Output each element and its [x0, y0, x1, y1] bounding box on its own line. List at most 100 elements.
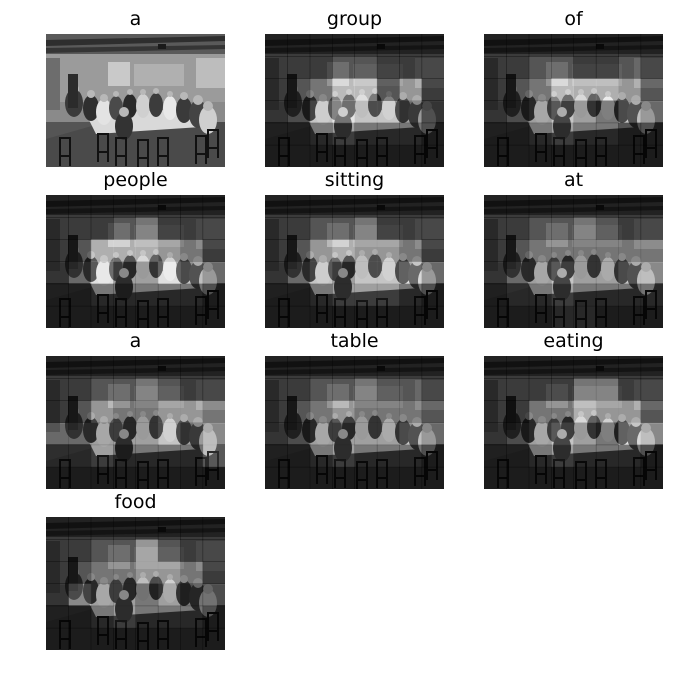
- person-head: [422, 423, 432, 433]
- attention-cell-highlight: [287, 261, 311, 285]
- attention-cell: [595, 305, 619, 328]
- attention-cell: [573, 378, 597, 401]
- person-body: [115, 112, 133, 140]
- attention-cell: [399, 78, 423, 101]
- attention-cell: [287, 56, 311, 79]
- attention-cell: [354, 217, 378, 240]
- attention-cell: [528, 378, 552, 401]
- attention-map-image: [484, 34, 663, 167]
- attention-cell-highlight: [90, 561, 114, 584]
- attention-cell: [551, 378, 574, 401]
- attention-cell-highlight: [528, 239, 552, 262]
- attention-cell: [421, 144, 444, 167]
- attention-cell-highlight: [332, 100, 355, 124]
- attention-cell: [421, 378, 444, 401]
- attention-cell-highlight: [332, 283, 355, 307]
- attention-cell-highlight: [180, 561, 204, 584]
- attention-cell: [618, 400, 642, 423]
- person-head: [641, 101, 651, 111]
- attention-cell-highlight: [528, 400, 552, 423]
- person-body: [601, 96, 615, 120]
- person-head: [193, 578, 203, 588]
- attention-cell: [265, 100, 288, 124]
- attention-cell: [46, 239, 69, 262]
- attention-cell: [618, 100, 642, 124]
- attention-cell: [618, 122, 642, 146]
- person-body: [395, 97, 411, 123]
- attention-cell: [90, 305, 114, 328]
- person-head: [332, 252, 338, 258]
- attention-cell: [113, 378, 136, 401]
- attention-cell: [157, 561, 181, 584]
- person-head: [180, 414, 188, 422]
- person-head: [412, 95, 422, 105]
- attention-cell: [113, 195, 136, 218]
- attention-cell: [551, 239, 574, 262]
- attention-cell: [421, 217, 444, 240]
- attention-cell: [157, 217, 181, 240]
- attention-cell: [551, 34, 574, 57]
- attention-map-image: [265, 356, 444, 489]
- attention-cell: [113, 583, 136, 607]
- attention-cell: [376, 217, 400, 240]
- attention-cell: [506, 378, 530, 401]
- attention-cell: [640, 283, 663, 307]
- attention-cell: [90, 422, 114, 446]
- attention-cell: [528, 239, 552, 262]
- attention-cell: [376, 466, 400, 489]
- ceiling-beam: [46, 36, 225, 46]
- attention-cell: [90, 356, 114, 379]
- attention-cell: [484, 466, 507, 489]
- person-body: [149, 415, 163, 439]
- attention-cell-highlight: [573, 78, 597, 101]
- person-body: [614, 97, 630, 123]
- attention-cell: [46, 195, 69, 218]
- chair: [575, 300, 587, 320]
- attention-cell-highlight: [573, 100, 597, 124]
- attention-cell-highlight: [551, 422, 574, 446]
- attention-cell: [484, 239, 507, 262]
- attention-cell: [265, 466, 288, 489]
- attention-cell: [180, 466, 204, 489]
- attention-cell: [551, 195, 574, 218]
- attention-cell: [202, 561, 225, 584]
- attention-cell-highlight: [528, 100, 552, 124]
- attention-cell: [528, 122, 552, 146]
- attention-cell: [68, 195, 92, 218]
- attention-cell-highlight: [90, 400, 114, 423]
- attention-cell-highlight: [595, 378, 619, 401]
- attention-cell: [640, 239, 663, 262]
- person-head: [203, 584, 213, 594]
- person-body: [83, 578, 99, 604]
- attention-cell-highlight: [640, 100, 663, 124]
- attention-cell-highlight: [354, 283, 378, 307]
- attention-cell: [287, 444, 311, 468]
- attention-cell: [595, 144, 619, 167]
- attention-cell: [265, 34, 288, 57]
- wall-panel: [353, 386, 403, 408]
- attention-cell: [354, 283, 378, 307]
- attention-cell-highlight: [113, 239, 136, 262]
- person-body: [614, 258, 630, 284]
- standing-person: [68, 557, 78, 591]
- attention-cell: [157, 400, 181, 423]
- attention-cell: [135, 517, 159, 540]
- attention-cell: [528, 195, 552, 218]
- attention-cell: [551, 100, 574, 124]
- person-head: [100, 94, 108, 102]
- attention-map-image: [46, 356, 225, 489]
- chair: [137, 139, 149, 159]
- window: [327, 223, 349, 247]
- attention-cell: [573, 239, 597, 262]
- attention-cell: [376, 144, 400, 167]
- attention-cell: [506, 305, 530, 328]
- attention-cell: [506, 195, 530, 218]
- panel-title: eating: [543, 330, 604, 352]
- person-head: [631, 417, 641, 427]
- attention-cell: [113, 561, 136, 584]
- attention-cell: [68, 605, 92, 629]
- attention-cell: [551, 122, 574, 146]
- attention-cell: [484, 78, 507, 101]
- attention-cell-highlight: [68, 261, 92, 285]
- attention-cell-highlight: [376, 283, 400, 307]
